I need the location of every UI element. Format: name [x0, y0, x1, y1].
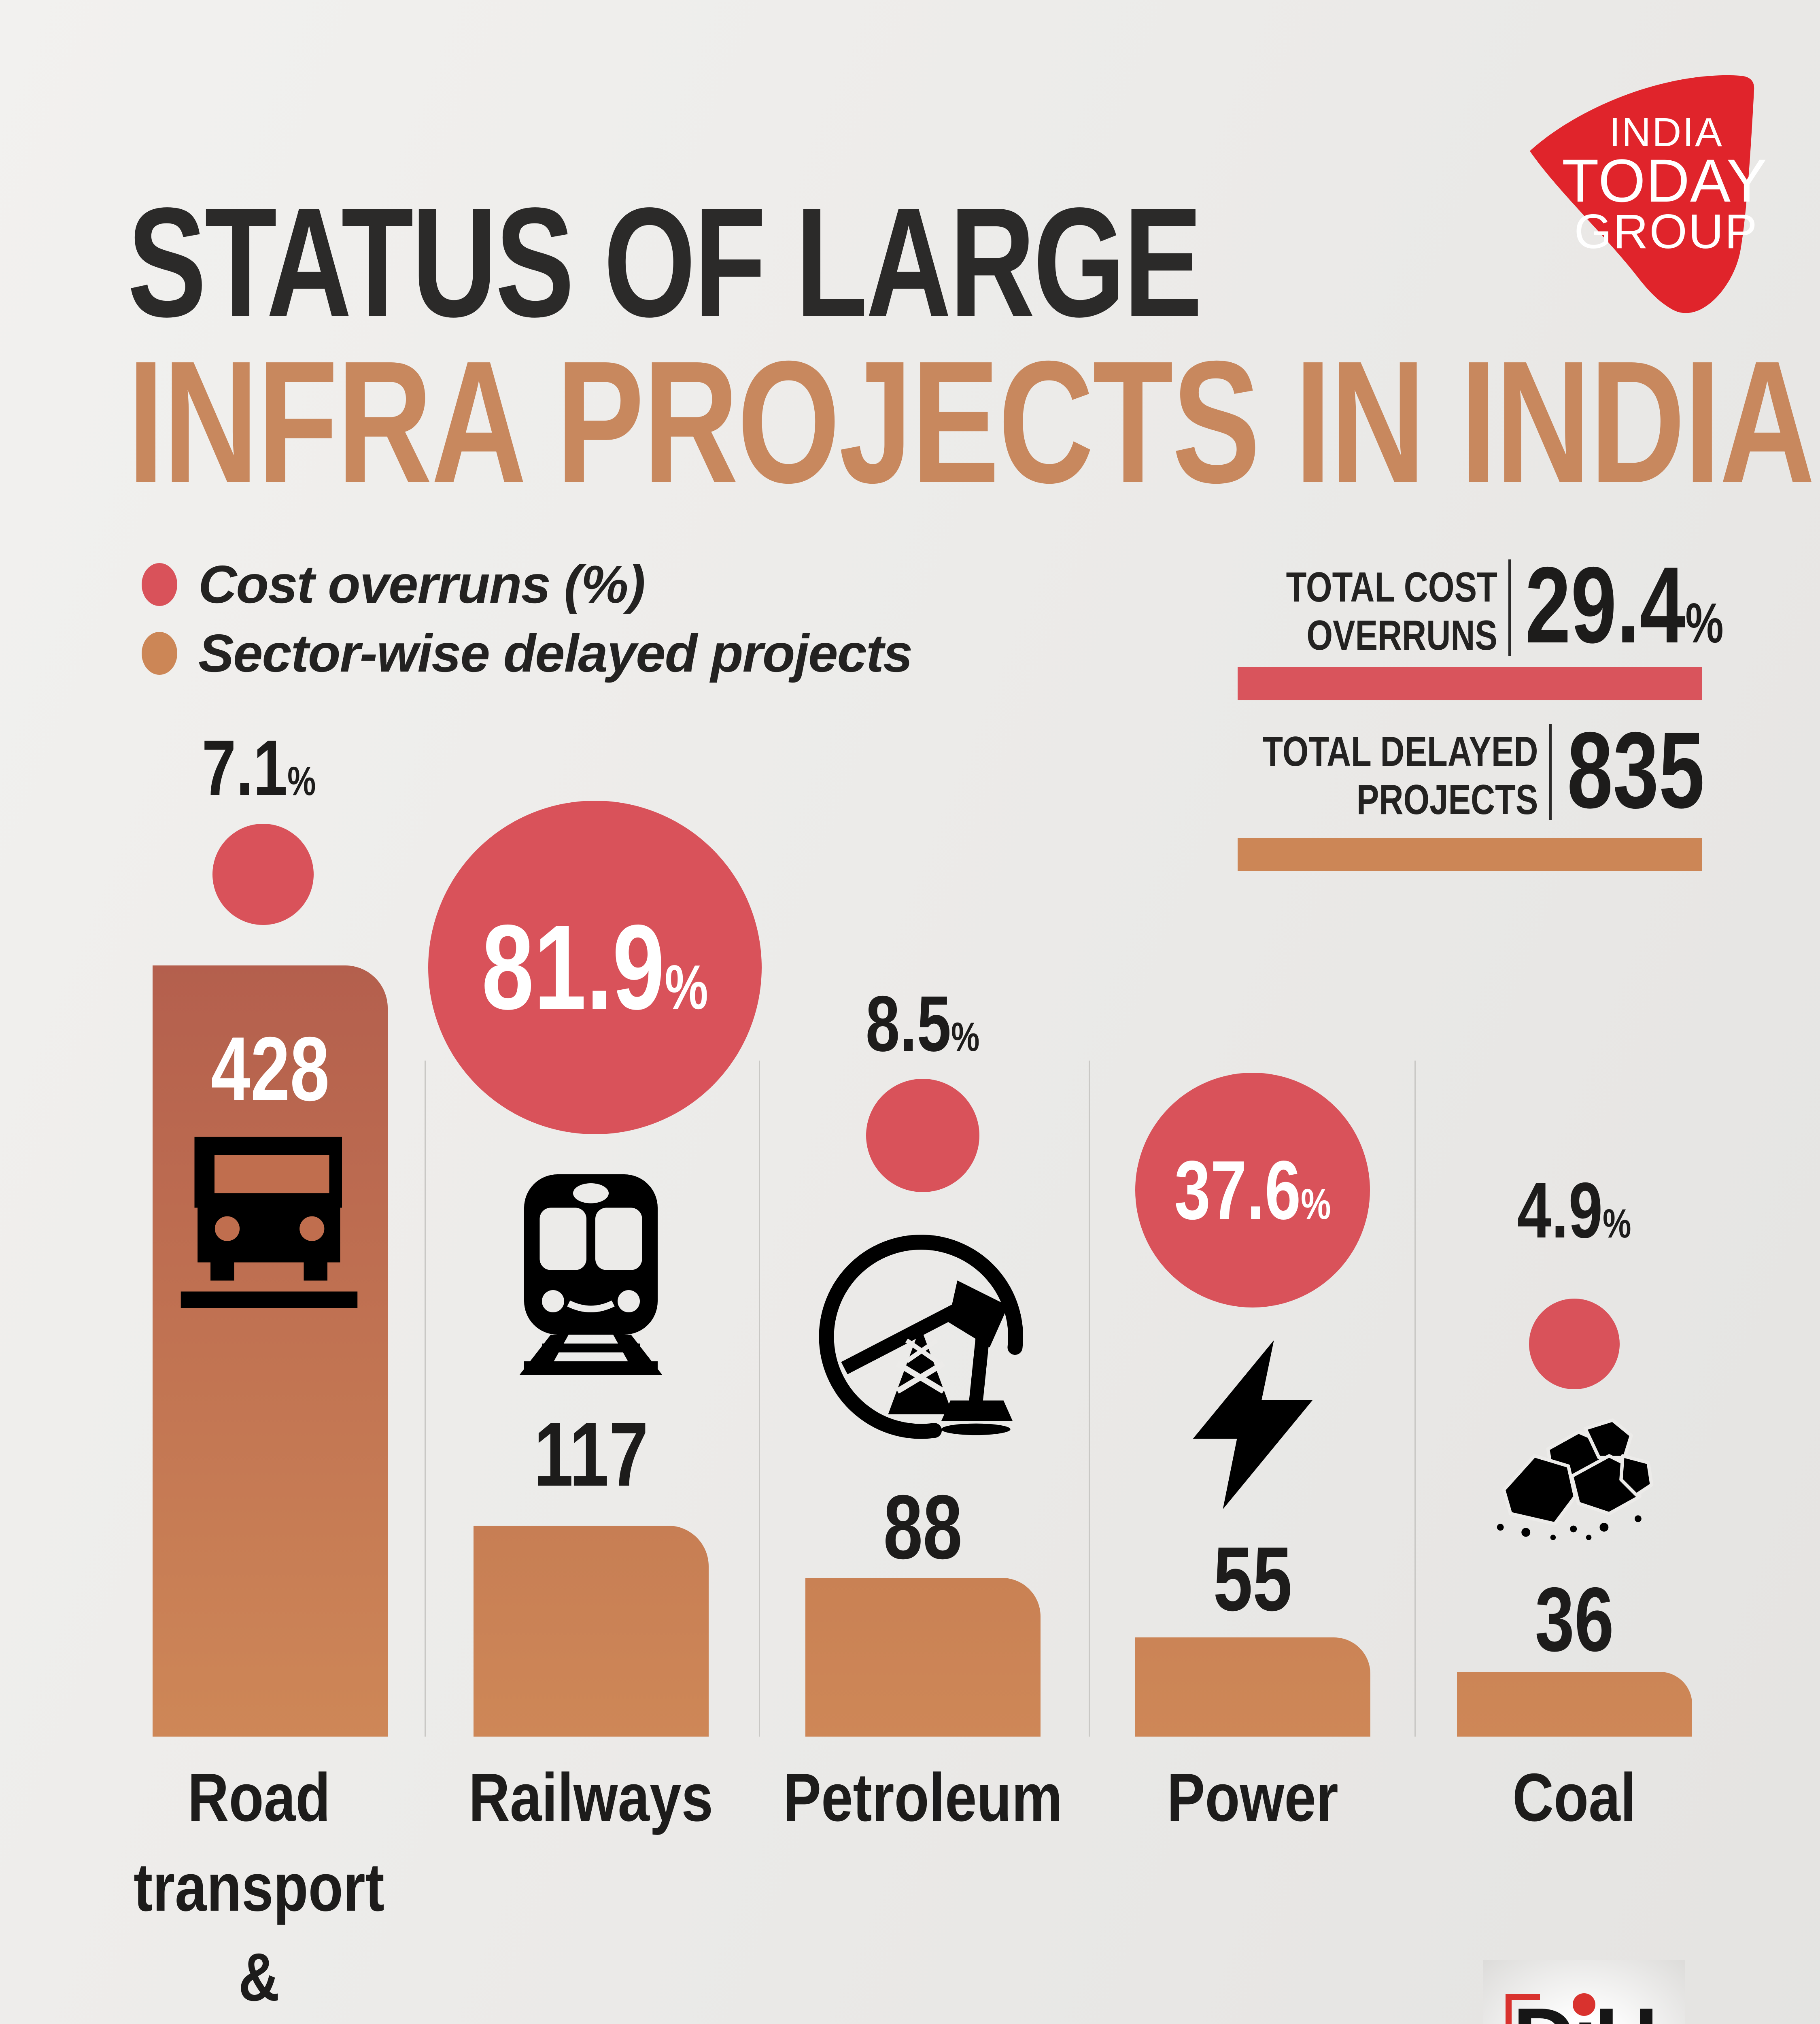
coal-icon [1486, 1384, 1664, 1554]
column-divider [1089, 1061, 1090, 1737]
diu-wordmark: DıU [1483, 1993, 1685, 2024]
brand-line-today: TODAY [1562, 147, 1767, 215]
diu-logo: DıU DATA INTELLIGENCE UNIT [1483, 1960, 1685, 2024]
sector-label: Petroleum [741, 1753, 1105, 1843]
delayed-projects-bar [474, 1526, 709, 1737]
summary-divider [1508, 559, 1511, 656]
sector-label: Road transport & highways [77, 1753, 441, 2024]
sector-label: Railways [409, 1753, 773, 1843]
sector-label-line: Power [1167, 1759, 1338, 1835]
legend-label: Sector-wise delayed projects [198, 623, 913, 683]
sector-label-line: transport & [134, 1849, 384, 2015]
cost-overrun-percent: 37.6% [1174, 1144, 1331, 1237]
column-divider [1414, 1061, 1416, 1737]
cost-overrun-circle [866, 1079, 979, 1192]
legend-dot-red [142, 563, 177, 606]
legend-label: Cost overruns (%) [198, 555, 646, 614]
total-delayed-projects-value: 835 [1567, 709, 1705, 831]
cost-overrun-circle [1529, 1299, 1620, 1389]
cost-overrun-percent: 8.5% [866, 980, 980, 1068]
sector-label-line: Coal [1512, 1759, 1636, 1835]
sector-label: Coal [1392, 1753, 1756, 1843]
page-title-line2: INFRA PROJECTS IN INDIA [127, 325, 1815, 519]
cost-overrun-percent: 81.9% [482, 900, 708, 1035]
delayed-projects-bar [1135, 1637, 1370, 1737]
delayed-projects-count: 428 [211, 1018, 329, 1120]
cost-overrun-circle: 37.6% [1135, 1073, 1370, 1308]
brand-line-india: INDIA [1609, 110, 1723, 155]
oil-pump-icon [807, 1220, 1038, 1451]
sector-label-line: Road [187, 1759, 331, 1835]
cost-overrun-percent: 7.1% [202, 724, 316, 812]
lightning-icon [1165, 1333, 1341, 1517]
cost-overrun-circle: 81.9% [428, 801, 762, 1134]
train-icon [480, 1168, 702, 1395]
total-cost-overruns-underline [1238, 667, 1702, 700]
sector-label-line: highways [106, 2022, 412, 2024]
india-today-group-logo: INDIA TODAY GROUP [1530, 75, 1767, 313]
delayed-projects-bar [153, 965, 388, 1737]
brand-triangle-shape [1530, 75, 1754, 313]
column-divider [759, 1061, 760, 1737]
total-cost-overruns-value: 29.4% [1525, 544, 1724, 665]
legend-item-delayed-projects: Sector-wise delayed projects [142, 623, 913, 684]
column-divider [425, 1061, 426, 1737]
total-delayed-projects-label: TOTAL DELAYED PROJECTS [1262, 728, 1538, 823]
sector-label-line: Railways [468, 1759, 714, 1835]
brand-line-group: GROUP [1574, 204, 1758, 259]
delayed-projects-bar [805, 1578, 1041, 1737]
delayed-projects-count: 88 [883, 1476, 963, 1578]
delayed-projects-count: 117 [533, 1403, 649, 1505]
cost-overrun-circle [212, 824, 314, 925]
total-cost-overruns-label: TOTAL COST OVERRUNS [1286, 564, 1497, 659]
sector-label: Power [1070, 1753, 1435, 1843]
truck-icon [178, 1129, 360, 1312]
delayed-projects-count: 36 [1535, 1568, 1614, 1670]
cost-overrun-percent: 4.9% [1517, 1166, 1631, 1254]
legend-item-cost-overruns: Cost overruns (%) [142, 554, 646, 615]
bracket-icon [1506, 1994, 1540, 2024]
diu-circuit-dot-icon [1572, 1993, 1595, 2016]
page-title-line1: STATUS OF LARGE [127, 175, 1202, 349]
legend-dot-orange [142, 631, 177, 675]
summary-divider [1549, 724, 1552, 820]
total-delayed-projects-underline [1238, 838, 1702, 871]
delayed-projects-bar [1457, 1672, 1692, 1737]
delayed-projects-count: 55 [1213, 1528, 1293, 1630]
sector-label-line: Petroleum [783, 1759, 1063, 1835]
